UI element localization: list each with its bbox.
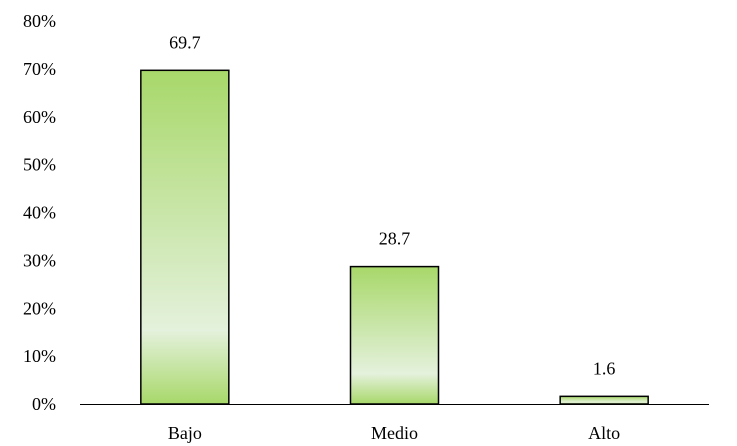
- y-tick-label: 60%: [23, 107, 56, 127]
- data-label-alto: 1.6: [593, 358, 616, 378]
- category-label-bajo: Bajo: [168, 423, 202, 443]
- bar-medio: [349, 265, 440, 405]
- bar-alto: [559, 395, 649, 405]
- y-tick-label: 70%: [23, 59, 56, 79]
- y-tick-label: 80%: [23, 11, 56, 31]
- data-label-bajo: 69.7: [169, 32, 201, 52]
- y-tick-label: 30%: [23, 250, 56, 270]
- y-axis-tick-labels: 0% 10% 20% 30% 40% 50% 60% 70% 80%: [23, 11, 56, 414]
- data-label-medio: 28.7: [379, 229, 411, 249]
- y-tick-label: 40%: [23, 203, 56, 223]
- bar-bajo: [140, 69, 230, 405]
- y-tick-label: 10%: [23, 346, 56, 366]
- category-label-alto: Alto: [588, 423, 620, 443]
- y-tick-label: 50%: [23, 155, 56, 175]
- data-labels: 69.7 28.7 1.6: [169, 32, 615, 378]
- bars: [140, 69, 649, 405]
- x-axis-category-labels: Bajo Medio Alto: [168, 423, 620, 443]
- y-tick-label: 0%: [32, 394, 56, 414]
- category-label-medio: Medio: [371, 423, 418, 443]
- y-tick-label: 20%: [23, 298, 56, 318]
